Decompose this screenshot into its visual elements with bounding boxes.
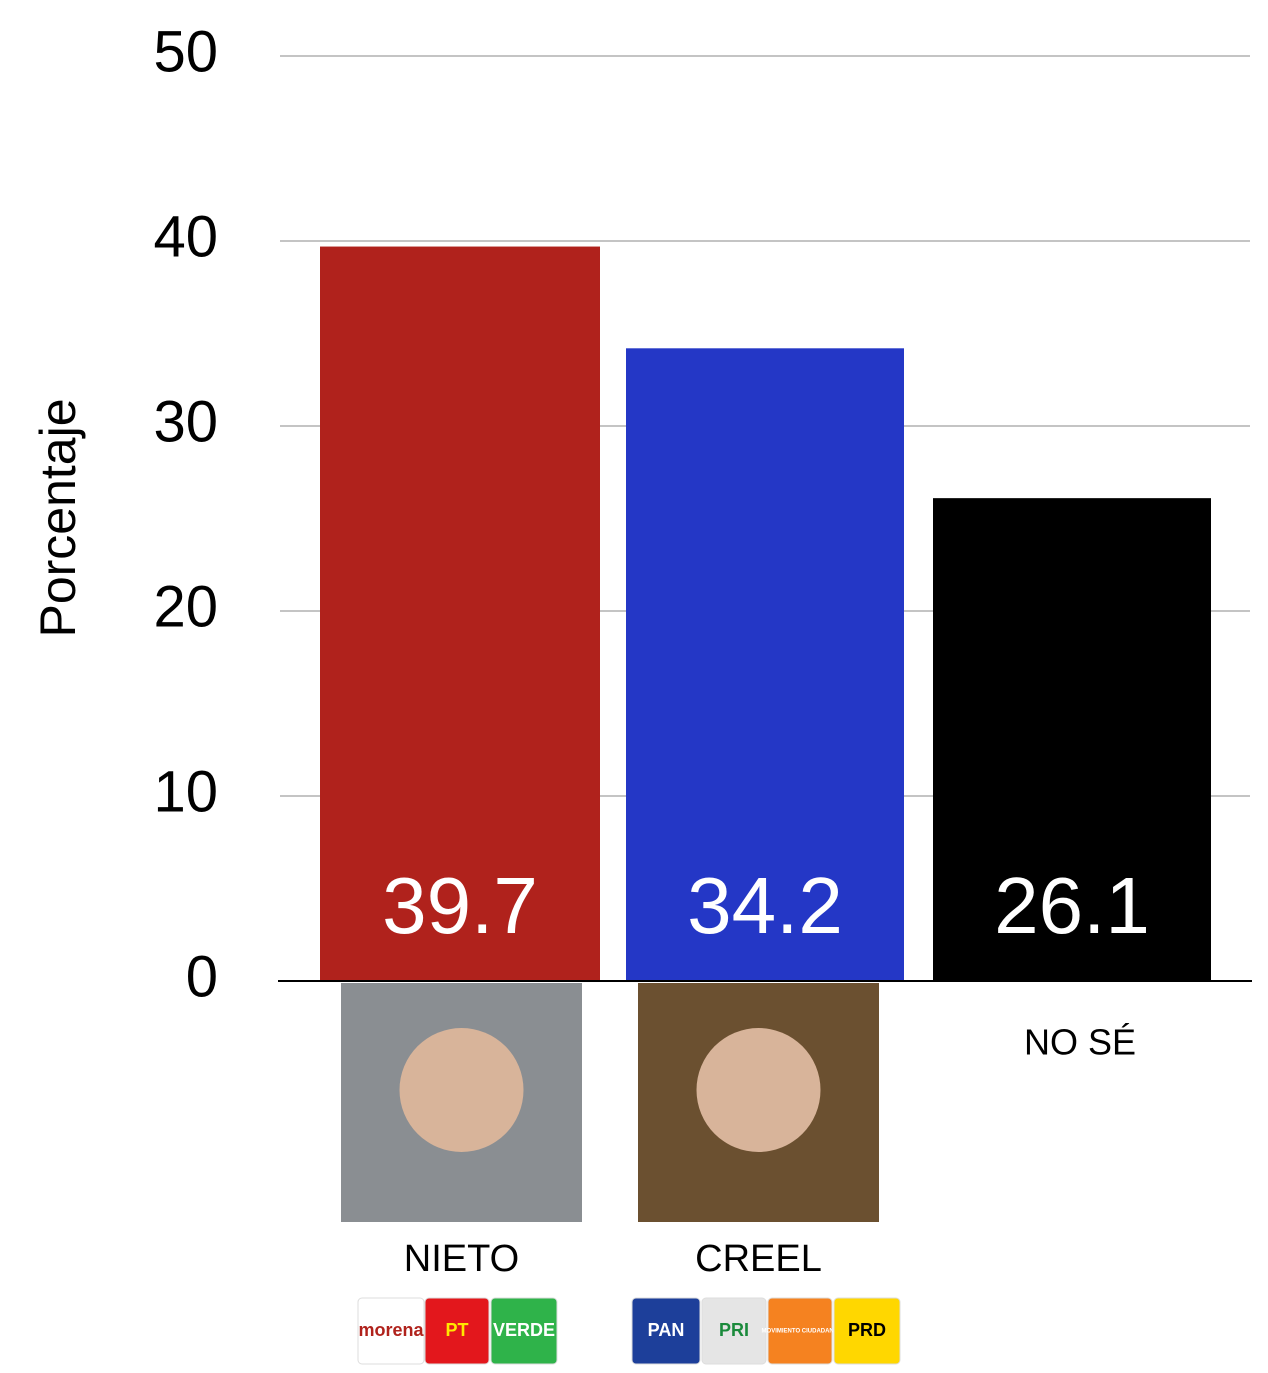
party-logo [357,1297,425,1365]
party-logo-text: PAN [648,1320,685,1340]
y-tick-label: 0 [186,944,218,1009]
y-tick-label: 50 [153,19,218,84]
y-axis-label: Porcentaje [30,398,86,637]
bar [320,246,600,982]
party-logo-text: PRI [719,1320,749,1340]
party-logo-text: PT [445,1320,468,1340]
y-tick-label: 30 [153,389,218,454]
x-tick-label: NIETO [404,1238,519,1280]
party-logo [424,1297,490,1365]
x-tick-label: CREEL [695,1238,822,1280]
value-label: 39.7 [382,861,538,950]
candidate-photo-face [696,1028,821,1152]
value-label: 26.1 [994,861,1150,950]
y-tick-label: 20 [153,574,218,639]
party-logo [701,1297,767,1365]
y-tick-label: 10 [153,759,218,824]
bar [626,348,904,981]
party-logo [767,1297,833,1365]
y-tick-label: 40 [153,204,218,269]
party-logo [631,1297,701,1365]
party-logo-text: PRD [848,1320,886,1340]
party-logo-text: VERDE [493,1320,555,1340]
candidate-photo-face [399,1028,524,1152]
x-tick-label: NO SÉ [1024,1022,1136,1063]
party-logo [490,1297,558,1365]
value-label: 34.2 [687,861,843,950]
party-logo-text: morena [358,1320,424,1340]
bar [933,498,1211,981]
party-logo-text: MOVIMIENTO CIUDADANO [762,1329,839,1335]
party-logo [833,1297,901,1365]
